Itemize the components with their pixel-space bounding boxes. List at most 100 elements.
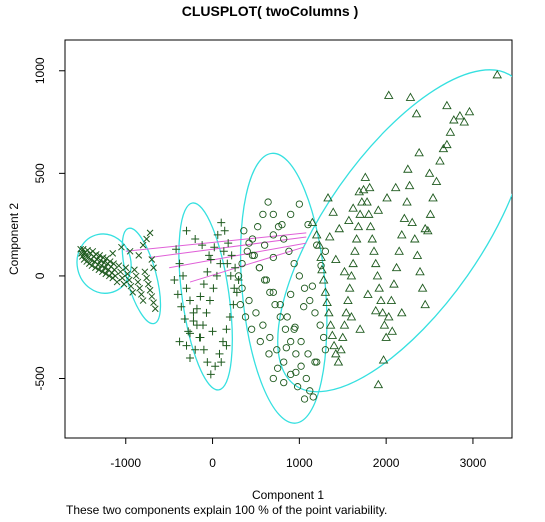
point-triangle [396,229,407,239]
connection-line-2 [149,236,307,258]
point-triangle [346,312,357,321]
point-circle [262,276,271,284]
point-triangle [358,184,369,194]
point-plus [199,280,208,289]
point-triangle [394,246,404,255]
connection-line-3 [169,242,307,269]
point-circle [297,337,305,346]
y-tick-label: -500 [33,366,47,390]
point-plus [220,226,229,235]
point-plus [216,259,225,268]
point-plus [185,296,194,305]
point-triangle [390,182,401,192]
cluster-ellipse-3 [178,202,233,391]
point-triangle [327,330,338,339]
point-triangle [383,90,394,99]
point-triangle [459,117,470,126]
point-circle [265,350,273,358]
point-plus [222,341,231,350]
point-plus [175,259,184,268]
point-triangle [353,221,364,231]
point-circle [269,374,277,383]
point-plus [205,251,214,260]
point-plus [195,333,204,342]
point-triangle [382,193,392,202]
point-triangle [442,100,452,110]
point-circle [297,362,305,370]
point-cross [88,262,96,270]
point-circle [308,282,317,290]
y-tick-label: 500 [33,163,47,183]
point-triangle [344,283,355,292]
point-circle [264,198,272,206]
point-triangle [370,305,381,315]
y-axis: -500 0 500 1000 [33,57,65,391]
point-triangle [374,283,384,292]
point-triangle [435,156,445,165]
point-cross [150,299,157,306]
point-circle [248,251,257,260]
point-triangle [414,147,424,157]
point-plus [212,271,221,280]
point-circle [255,264,264,272]
point-circle [276,300,284,309]
point-circle [287,210,295,219]
point-circle [291,323,299,331]
point-circle [320,333,328,342]
point-circle [306,296,314,305]
point-triangle [320,287,331,296]
point-plus [198,241,207,250]
point-circle [266,288,274,296]
point-cross [146,286,154,294]
point-cross [125,276,133,284]
x-tick-label: 1000 [286,456,313,470]
point-triangle [323,193,333,202]
data-points [77,69,503,403]
point-triangle [331,348,341,358]
point-circle [287,370,295,379]
point-circle [248,235,257,243]
point-plus [226,271,235,280]
point-triangle [404,180,415,190]
point-circle [254,223,262,231]
y-axis-label: Component 2 [7,203,21,275]
point-triangle [445,127,456,136]
point-triangle [411,108,422,118]
point-triangle [367,234,378,243]
point-triangle [322,297,332,307]
point-triangle [357,197,367,206]
point-plus [203,267,212,276]
point-circle [321,346,330,354]
point-cross [102,270,110,278]
point-cross [136,284,143,292]
point-plus [224,239,233,248]
point-cross [120,280,128,288]
point-circle [238,284,246,292]
point-triangle [351,234,362,243]
point-triangle [425,209,436,218]
point-circle [276,313,284,321]
point-cross [131,266,138,274]
x-tick-label: 2000 [373,456,400,470]
point-cross [118,274,126,282]
point-cross [101,264,109,272]
point-triangle [334,223,345,233]
point-triangle [378,355,389,364]
point-cross [143,274,150,282]
point-triangle [373,205,384,214]
point-triangle [420,223,430,233]
point-circle [290,259,298,268]
point-plus [199,345,208,354]
point-cross [110,260,117,267]
point-circle [274,223,283,231]
point-plus [179,271,188,280]
y-tick-label: 1000 [33,57,47,84]
cluster-ellipse-5 [277,69,512,393]
point-cross [150,264,157,272]
point-circle [283,313,291,321]
point-circle [269,231,277,239]
point-plus [191,345,200,354]
point-circle [313,241,321,249]
point-plus [206,255,215,264]
point-triangle [325,320,336,329]
